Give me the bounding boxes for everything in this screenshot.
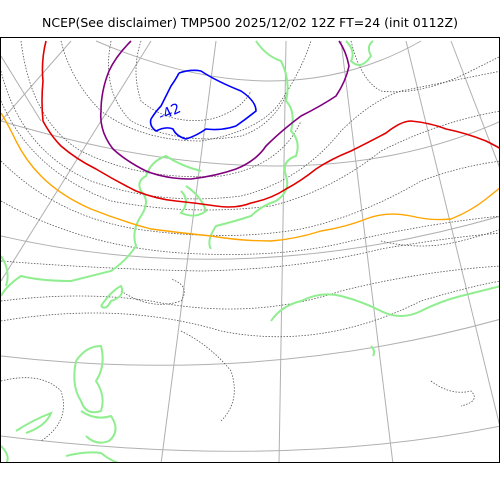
coastline bbox=[1, 154, 202, 297]
coastline bbox=[208, 40, 299, 250]
longitude-line bbox=[160, 40, 217, 462]
coastline bbox=[80, 410, 117, 444]
latitude-line bbox=[95, 40, 422, 82]
longitude-line bbox=[1, 40, 72, 122]
coastlines bbox=[1, 40, 499, 462]
coastline bbox=[370, 345, 376, 357]
coastline bbox=[270, 285, 499, 322]
longitude-line bbox=[278, 40, 287, 462]
orange-isotherm bbox=[1, 112, 499, 242]
contour-label: -42 bbox=[156, 100, 183, 124]
red-isotherm bbox=[41, 40, 499, 208]
latitude-line bbox=[1, 425, 499, 452]
blue-isotherm bbox=[149, 69, 257, 140]
latitude-line bbox=[1, 319, 499, 366]
latitude-line bbox=[1, 216, 499, 260]
coastline bbox=[100, 284, 124, 309]
weather-map: -42 bbox=[0, 37, 500, 463]
graticule bbox=[1, 40, 499, 462]
longitude-line bbox=[450, 40, 499, 168]
map-title: NCEP(See disclaimer) TMP500 2025/12/02 1… bbox=[41, 15, 458, 30]
longitude-line bbox=[1, 55, 42, 122]
latitude-line bbox=[1, 120, 499, 167]
coastline bbox=[1, 255, 9, 287]
coastline bbox=[65, 451, 119, 462]
longitude-line bbox=[1, 40, 152, 282]
coastline bbox=[345, 40, 374, 66]
coastline bbox=[15, 411, 53, 434]
coastline bbox=[73, 344, 104, 414]
longitude-line bbox=[405, 40, 499, 425]
coastline bbox=[1, 445, 9, 462]
purple-isotherm bbox=[99, 40, 350, 180]
dotted-isotherms bbox=[1, 40, 499, 442]
map-canvas: -42 bbox=[1, 40, 499, 462]
